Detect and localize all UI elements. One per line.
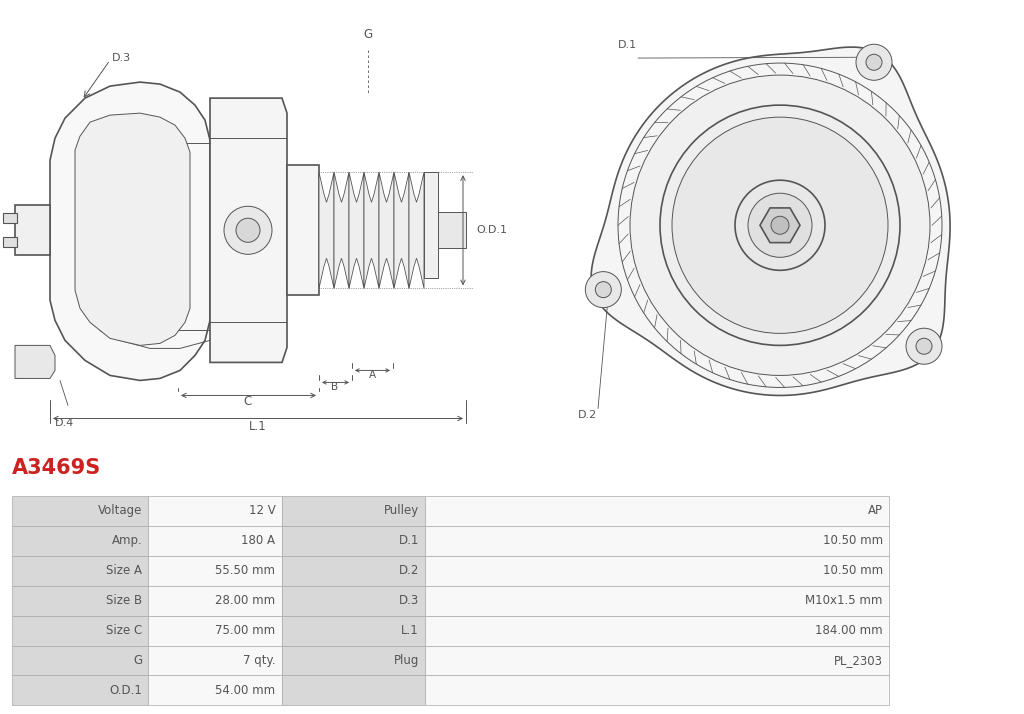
Text: G: G [133,654,142,667]
Bar [282,645,425,675]
Bar [3,213,17,223]
Bar [148,526,282,555]
Bar [425,526,889,555]
Text: C: C [244,396,252,408]
Bar [282,585,425,615]
Text: PL_2303: PL_2303 [834,654,883,667]
Text: 10.50 mm: 10.50 mm [822,564,883,578]
Bar [148,496,282,526]
Bar [12,645,148,675]
Polygon shape [591,47,950,396]
Text: B: B [332,383,339,393]
Circle shape [672,117,888,333]
Bar [282,526,425,555]
Circle shape [735,180,825,271]
Bar [148,615,282,645]
Bar [425,585,889,615]
Polygon shape [75,113,190,346]
Text: L.1: L.1 [249,421,267,433]
Polygon shape [50,82,210,381]
Bar [12,496,148,526]
Bar [425,675,889,705]
Text: D.2: D.2 [398,564,419,578]
Bar [282,555,425,585]
Text: AP: AP [867,505,883,518]
Polygon shape [334,172,349,288]
Text: G: G [364,28,373,41]
Text: Plug: Plug [393,654,419,667]
Polygon shape [210,98,287,363]
Text: Size B: Size B [106,594,142,607]
Text: O.D.1: O.D.1 [476,225,507,236]
Bar [282,615,425,645]
Text: Voltage: Voltage [98,505,142,518]
Text: 184.00 mm: 184.00 mm [815,624,883,637]
Circle shape [906,328,942,364]
Bar [438,212,466,248]
Bar [148,645,282,675]
Bar [12,585,148,615]
Bar [148,585,282,615]
Text: 180 A: 180 A [242,534,275,548]
Text: 28.00 mm: 28.00 mm [215,594,275,607]
Circle shape [586,271,622,308]
Text: D.2: D.2 [578,411,597,421]
Bar [3,237,17,247]
Polygon shape [15,346,55,378]
Text: D.3: D.3 [112,53,131,63]
Text: Size A: Size A [106,564,142,578]
Polygon shape [364,172,379,288]
Polygon shape [379,172,394,288]
Circle shape [748,193,812,257]
Text: D.1: D.1 [618,40,637,50]
Bar [148,555,282,585]
Bar [425,555,889,585]
Text: Size C: Size C [106,624,142,637]
Bar [425,496,889,526]
Text: 54.00 mm: 54.00 mm [215,684,275,697]
Bar [424,172,438,278]
Bar [12,675,148,705]
Text: M10x1.5 mm: M10x1.5 mm [805,594,883,607]
Circle shape [630,75,930,376]
Circle shape [236,218,260,242]
Bar [148,675,282,705]
Text: 7 qty.: 7 qty. [243,654,275,667]
Text: D.3: D.3 [398,594,419,607]
Text: D.1: D.1 [398,534,419,548]
Text: Pulley: Pulley [384,505,419,518]
Text: 10.50 mm: 10.50 mm [822,534,883,548]
Circle shape [660,105,900,346]
Bar [425,615,889,645]
Circle shape [866,54,882,70]
Bar [282,496,425,526]
Text: L.1: L.1 [401,624,419,637]
Text: 12 V: 12 V [249,505,275,518]
Bar [12,615,148,645]
Polygon shape [409,172,424,288]
Circle shape [224,206,272,254]
Circle shape [916,338,932,354]
Text: Amp.: Amp. [112,534,142,548]
Polygon shape [15,205,50,256]
Text: 75.00 mm: 75.00 mm [215,624,275,637]
Text: A3469S: A3469S [12,458,101,478]
Polygon shape [760,208,800,243]
Text: D.4: D.4 [55,418,75,428]
Bar [287,165,319,296]
Bar [282,675,425,705]
Text: A: A [369,371,376,381]
Text: O.D.1: O.D.1 [110,684,142,697]
Circle shape [595,281,611,298]
Polygon shape [394,172,409,288]
Text: 55.50 mm: 55.50 mm [215,564,275,578]
Circle shape [771,216,790,234]
Circle shape [856,44,892,80]
Polygon shape [349,172,364,288]
Bar [425,645,889,675]
Bar [12,555,148,585]
Bar [12,526,148,555]
Polygon shape [319,172,334,288]
